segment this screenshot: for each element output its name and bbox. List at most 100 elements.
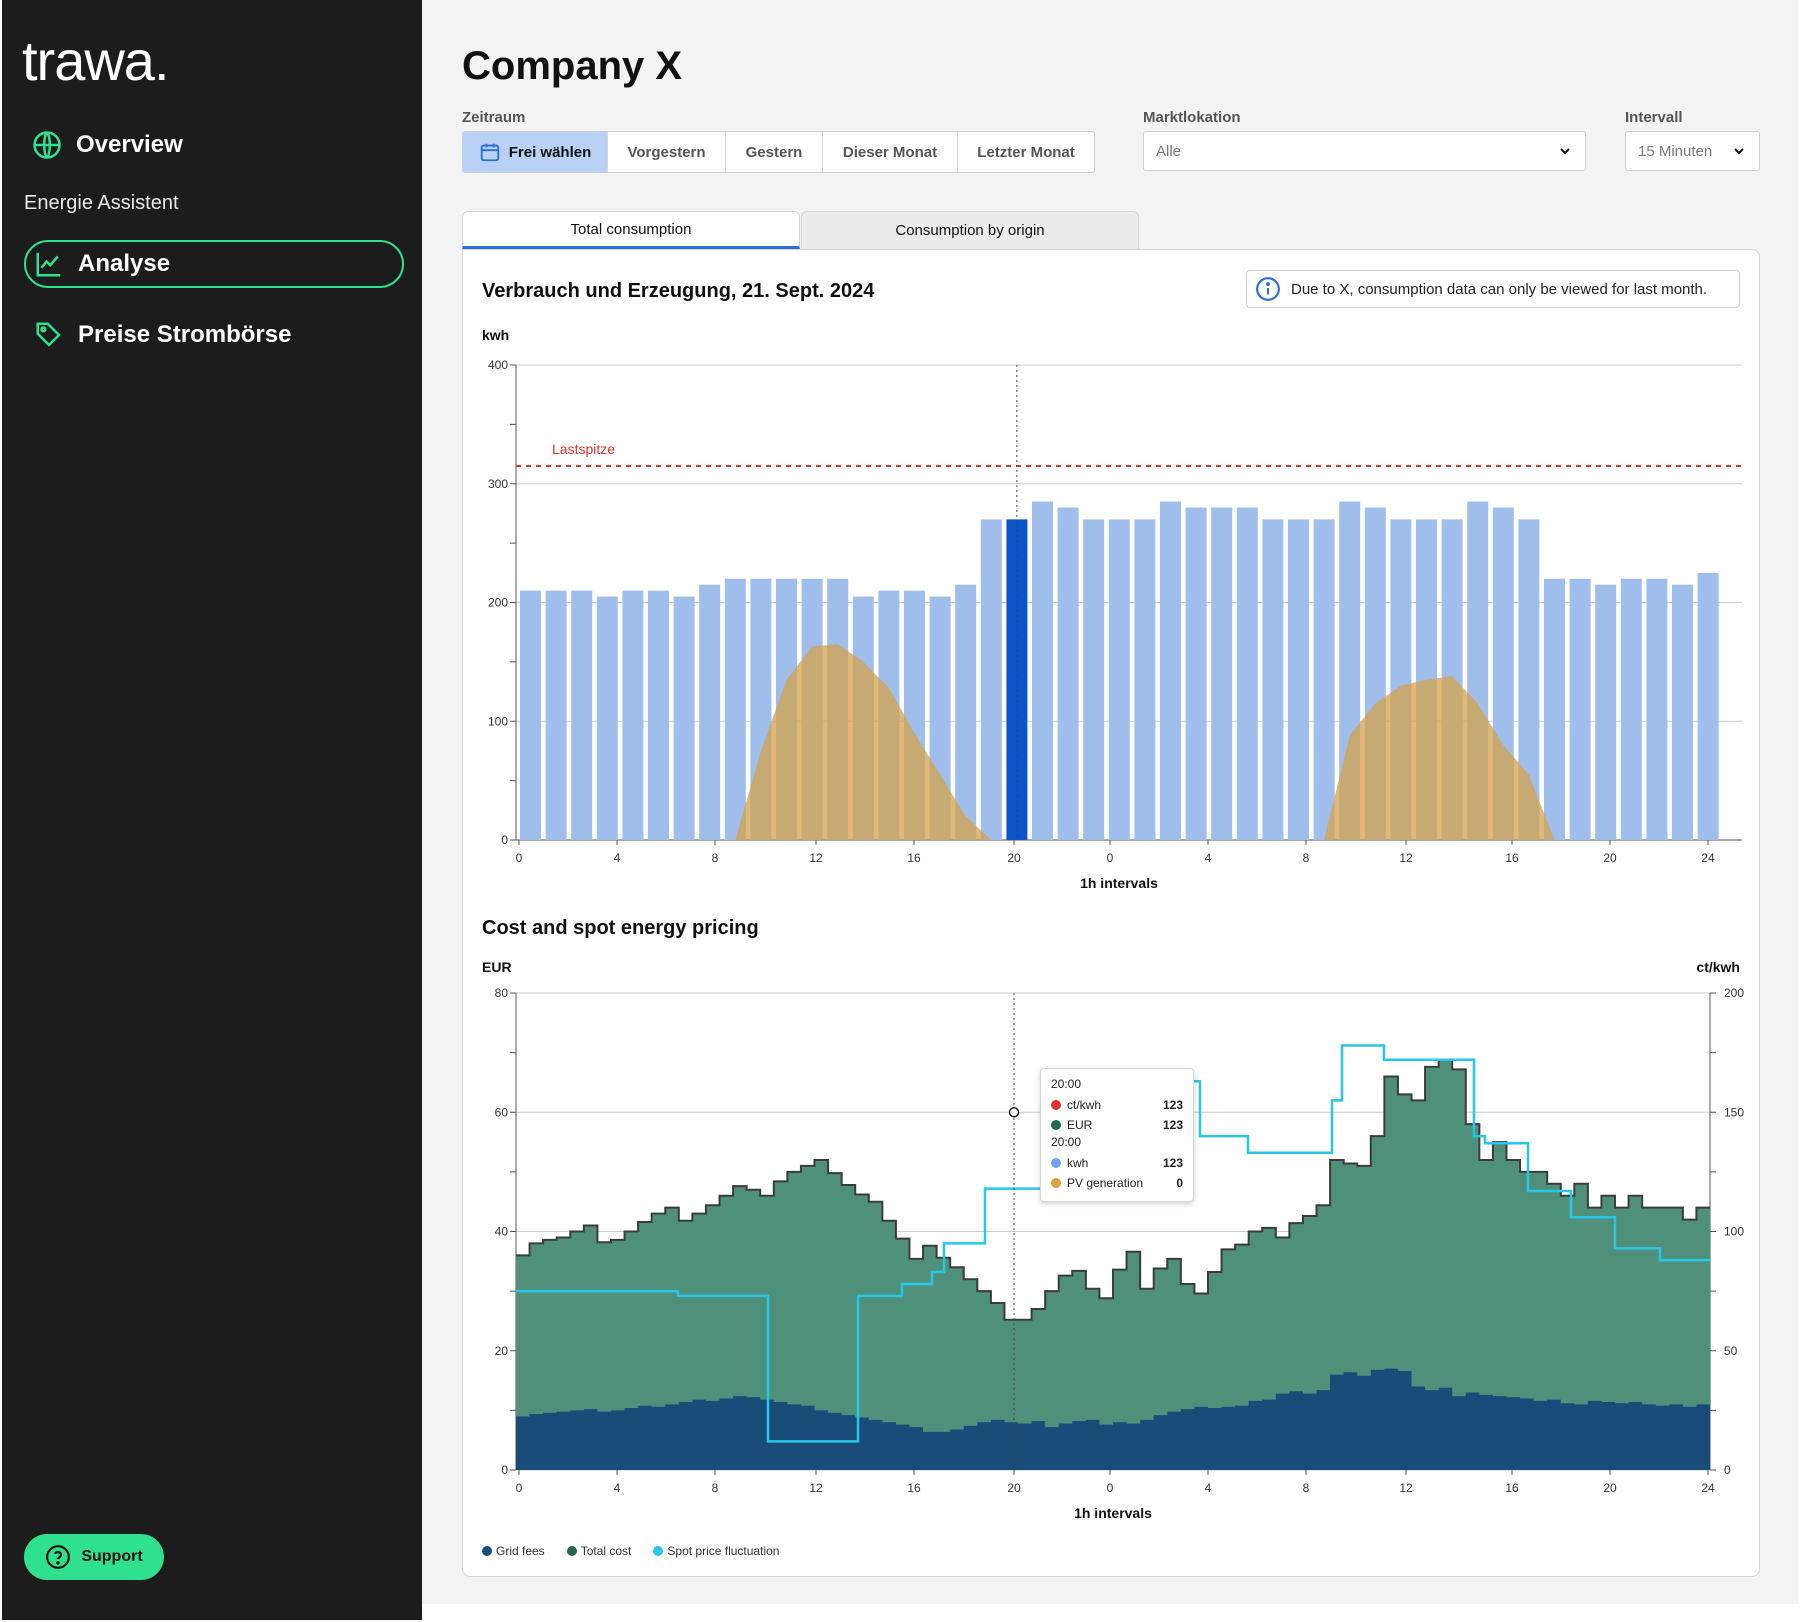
calendar-icon [480,143,499,162]
consumption-bar [1288,519,1309,840]
nav-preise-stromboerse[interactable]: Preise Strombörse [34,320,291,350]
x-axis-label: 1h intervals [1080,875,1158,891]
consumption-chart-title: Verbrauch und Erzeugung, 21. Sept. 2024 [482,280,875,302]
tooltip-time: 20:00 [1051,1135,1082,1149]
consumption-bar [545,590,567,840]
tooltip-value: 123 [1162,1118,1183,1132]
grid-fees-area [516,1368,1710,1470]
chart-tooltip: 20:00 ct/kwh 123 EUR 123 20:00 kwh 123 PV g… [1040,1068,1194,1202]
consumption-bar [1006,519,1028,840]
nav-analyse-label: Analyse [78,250,171,277]
nav-overview-label: Overview [76,131,183,158]
dot-icon [482,1546,492,1556]
tooltip-value: 0 [1176,1176,1183,1190]
x-tick-label: 8 [1303,851,1310,865]
consumption-bar [1262,519,1284,840]
consumption-bar [1569,578,1591,840]
x-axis-label: 1h intervals [1074,1505,1152,1521]
consumption-bar [724,578,746,840]
y-tick-label: 300 [488,477,508,491]
x-tick-label: 24 [1701,1481,1715,1495]
consumption-bar [1108,519,1130,840]
consumption-bar [1185,507,1207,840]
y2-tick-label: 50 [1724,1344,1738,1358]
consumption-bar [1313,519,1335,840]
x-tick-label: 16 [907,1481,921,1495]
nav-analyse[interactable]: Analyse [24,240,404,288]
x-tick-label: 20 [1007,1481,1021,1495]
brand-logo[interactable]: trawa. [22,29,169,92]
dot-icon [566,1546,577,1556]
marktlokation-select[interactable]: Alle [1143,131,1586,171]
tooltip-row: ct/kwh 123 [1051,1095,1183,1115]
zeitraum-option-dieser-monat[interactable]: Dieser Monat [823,132,958,172]
legend-item[interactable]: Grid fees [482,1544,545,1558]
consumption-bar [955,584,977,840]
tooltip-value: 123 [1162,1098,1183,1112]
x-tick-label: 16 [1505,1481,1519,1495]
zeitraum-option-gestern[interactable]: Gestern [726,132,823,172]
lastspitze-label: Lastspitze [552,441,615,457]
dot-icon [1051,1178,1061,1188]
x-tick-label: 20 [1603,851,1617,865]
y-tick-label: 60 [495,1105,509,1119]
nav-overview[interactable]: Overview [32,130,183,160]
intervall-select[interactable]: 15 Minuten [1625,131,1760,171]
tooltip-label: kwh [1067,1156,1089,1170]
consumption-bar [1160,501,1181,840]
consumption-bar [980,519,1002,840]
x-tick-label: 0 [516,851,523,865]
x-tick-label: 20 [1007,851,1021,865]
consumption-bar [1518,519,1540,840]
legend-item[interactable]: Total cost [566,1544,632,1558]
y-tick-label: 40 [495,1225,509,1239]
page-title: Company X [462,44,683,88]
y2-tick-label: 100 [1724,1225,1744,1239]
tooltip-label: ct/kwh [1067,1098,1102,1112]
x-tick-label: 4 [1205,851,1212,865]
cost-chart-legend: Grid fees Total cost Spot price fluctuat… [482,1544,779,1558]
consumption-bar [1057,507,1079,840]
pv-generation-area [530,644,1709,840]
nav-preise-label: Preise Strombörse [78,321,292,348]
zeitraum-option-vorgestern[interactable]: Vorgestern [608,132,726,172]
consumption-bar [1697,572,1719,840]
y-tick-label: 400 [488,358,508,372]
consumption-bar [1211,507,1233,840]
x-tick-label: 24 [1701,851,1715,865]
legend-label: Total cost [580,1544,632,1558]
y-axis-label: EUR [482,959,512,975]
marktlokation-label: Marktlokation [1143,109,1241,126]
y-tick-label: 100 [488,714,508,728]
x-tick-label: 8 [712,851,719,865]
tab-consumption-by-origin[interactable]: Consumption by origin [801,211,1139,249]
tab-total-consumption[interactable]: Total consumption [462,211,800,249]
consumption-bar [1083,519,1105,840]
consumption-bar [673,596,695,840]
support-button[interactable]: Support [24,1534,164,1580]
consumption-bar [1032,501,1053,840]
dot-icon [1051,1120,1061,1130]
consumption-bar [596,596,618,840]
consumption-bar [648,590,669,840]
x-tick-label: 8 [1303,1481,1310,1495]
support-label: Support [81,1548,143,1565]
y-tick-label: 80 [495,986,509,1000]
consumption-bar [1544,578,1565,840]
legend-item[interactable]: Spot price fluctuation [653,1544,779,1558]
hover-point [1008,1107,1020,1118]
zeitraum-option-frei-waehlen[interactable]: Frei wählen [463,132,608,172]
y2-tick-label: 0 [1724,1463,1731,1477]
consumption-bar [571,590,593,840]
consumption-bar [1236,507,1258,840]
y2-axis-label: ct/kwh [1696,959,1740,975]
consumption-bar [1620,578,1642,840]
x-tick-label: 20 [1603,1481,1617,1495]
dot-icon [1051,1100,1061,1110]
globe-icon [33,131,61,159]
y2-tick-label: 200 [1724,986,1744,1000]
consumption-bar [1672,584,1693,840]
tooltip-time: 20:00 [1051,1077,1082,1091]
zeitraum-option-letzter-monat[interactable]: Letzter Monat [977,143,1075,161]
